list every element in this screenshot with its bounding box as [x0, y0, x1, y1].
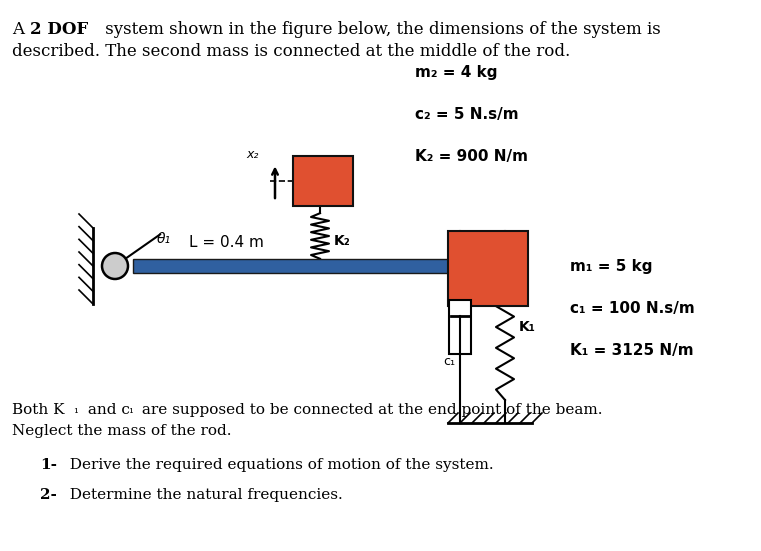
Text: θ₁: θ₁	[157, 232, 171, 246]
Circle shape	[102, 253, 128, 279]
Text: Determine the natural frequencies.: Determine the natural frequencies.	[60, 488, 342, 502]
Text: c₂ = 5 N.s/m: c₂ = 5 N.s/m	[415, 106, 519, 122]
Bar	[448, 231, 528, 306]
Text: m₂ = 4 kg: m₂ = 4 kg	[415, 64, 498, 79]
Text: and c: and c	[83, 403, 130, 417]
Text: 2 DOF: 2 DOF	[30, 21, 88, 38]
Text: K₁ = 3125 N/m: K₁ = 3125 N/m	[570, 343, 693, 359]
Text: K₂: K₂	[334, 234, 351, 248]
Text: A: A	[12, 21, 29, 38]
Bar	[293, 156, 353, 206]
Text: Neglect the mass of the rod.: Neglect the mass of the rod.	[12, 424, 231, 438]
Text: 1-: 1-	[40, 458, 57, 472]
Text: Derive the required equations of motion of the system.: Derive the required equations of motion …	[60, 458, 494, 472]
Text: K₂ = 900 N/m: K₂ = 900 N/m	[415, 149, 528, 164]
Bar	[449, 300, 471, 354]
Text: 2-: 2-	[40, 488, 57, 502]
Text: c₁: c₁	[443, 355, 455, 368]
Text: system shown in the figure below, the dimensions of the system is: system shown in the figure below, the di…	[100, 21, 661, 38]
Text: x₂: x₂	[247, 149, 260, 161]
Text: K₁: K₁	[519, 320, 536, 334]
Text: m₁ = 5 kg: m₁ = 5 kg	[570, 260, 652, 274]
Text: are supposed to be connected at the end point of the beam.: are supposed to be connected at the end …	[137, 403, 603, 417]
Text: L = 0.4 m: L = 0.4 m	[189, 235, 264, 250]
Text: ₁: ₁	[73, 403, 78, 416]
Text: Both K: Both K	[12, 403, 65, 417]
Text: c₁ = 100 N.s/m: c₁ = 100 N.s/m	[570, 301, 695, 316]
Bar	[133, 259, 480, 273]
Text: described. The second mass is connected at the middle of the rod.: described. The second mass is connected …	[12, 43, 570, 60]
Text: ₁: ₁	[128, 403, 133, 416]
